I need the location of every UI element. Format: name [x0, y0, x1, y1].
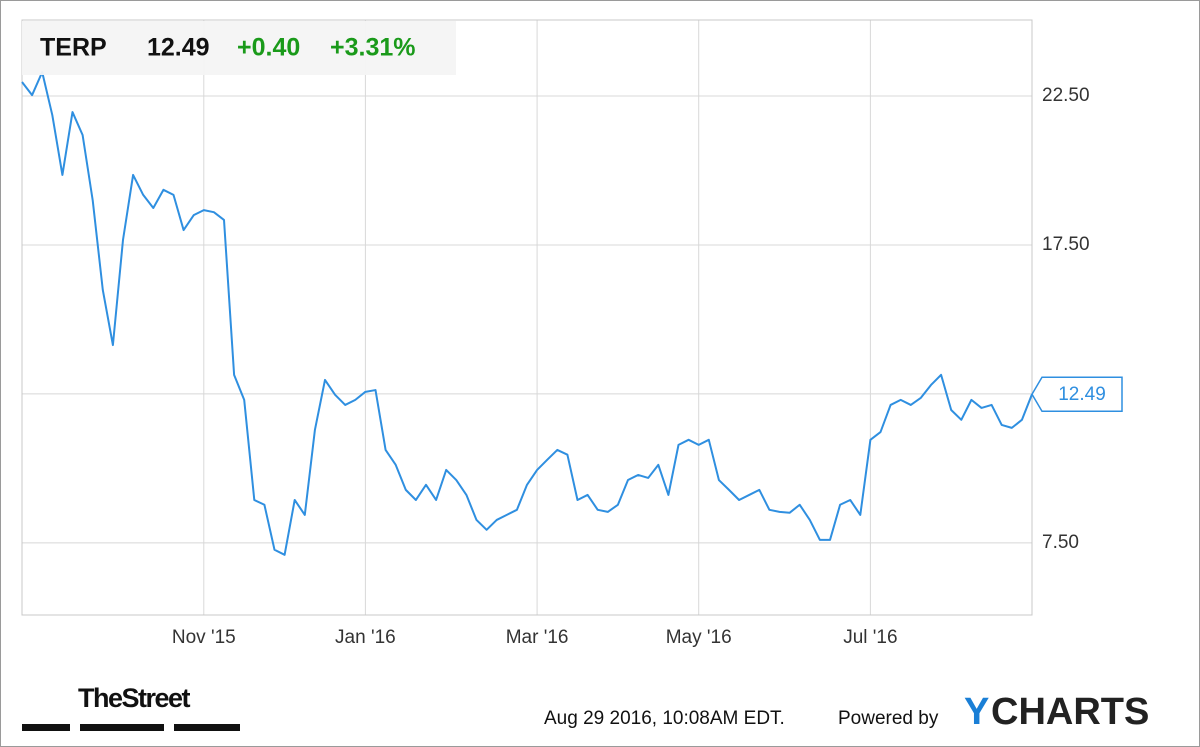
plot	[21, 71, 1033, 556]
x-tick-label: Jan '16	[335, 627, 396, 648]
price-line	[21, 71, 1033, 556]
x-tick-label: Nov '15	[172, 627, 236, 648]
price: 12.49	[147, 34, 210, 62]
timestamp: Aug 29 2016, 10:08AM EDT.	[544, 708, 785, 729]
y-tick-label: 7.50	[1042, 532, 1079, 553]
x-tick-label: May '16	[666, 627, 732, 648]
ticker: TERP	[40, 34, 107, 62]
y-tick-label: 22.50	[1042, 85, 1090, 106]
last-value-label: 12.49	[1058, 384, 1106, 405]
last-price-flag: 12.49	[1031, 376, 1123, 412]
logo-bar	[22, 724, 70, 731]
x-tick-label: Jul '16	[843, 627, 897, 648]
change-percent: +3.31%	[330, 34, 416, 62]
change: +0.40	[237, 34, 300, 62]
header-box	[22, 21, 456, 75]
price-flag	[1031, 376, 1123, 412]
plot-area	[21, 19, 1033, 616]
logo-bar	[80, 724, 164, 731]
source-logo: TheStreet	[78, 683, 191, 713]
x-tick-label: Mar '16	[506, 627, 569, 648]
brand-y: Y	[964, 691, 989, 733]
y-tick-label: 17.50	[1042, 234, 1090, 255]
logo-bar	[174, 724, 240, 731]
brand-rest: CHARTS	[991, 691, 1149, 733]
powered-by: Powered by	[838, 708, 939, 729]
grid: Nov '15 Jan '16 Mar '16 May '16 Jul '16	[22, 20, 1032, 648]
